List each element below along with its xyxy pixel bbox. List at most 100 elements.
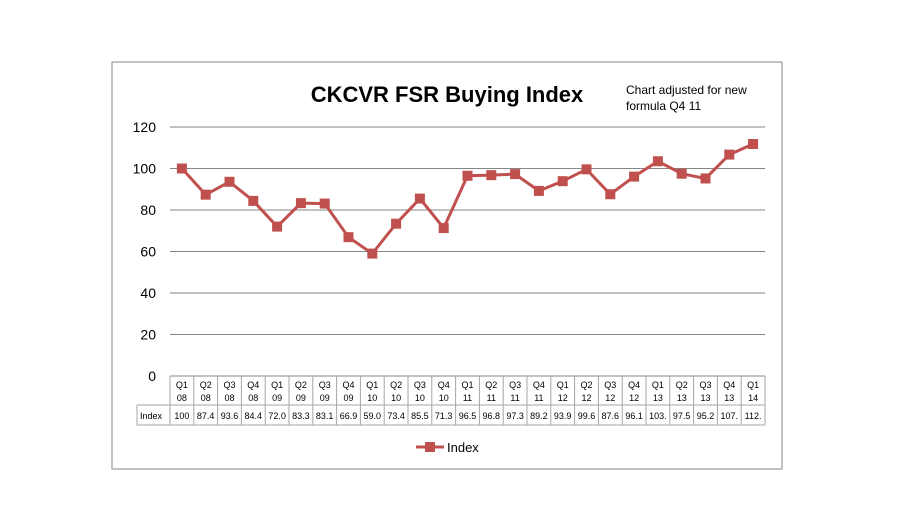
table-value: 84.4 [245, 411, 263, 421]
table-value: 103. [649, 411, 667, 421]
table-value: 87.6 [602, 411, 620, 421]
table-row-label: Index [140, 411, 163, 421]
data-point [462, 170, 473, 181]
table-value: 87.4 [197, 411, 215, 421]
x-tick-label: Q3 [319, 380, 331, 390]
table-value: 100 [174, 411, 189, 421]
table-value: 93.9 [554, 411, 572, 421]
annotation-line-1: Chart adjusted for new [626, 83, 747, 97]
table-value: 83.3 [292, 411, 310, 421]
y-tick-label: 60 [140, 244, 156, 260]
table-value: 59.0 [364, 411, 382, 421]
table-value: 66.9 [340, 411, 358, 421]
data-point [510, 169, 521, 180]
table-value: 73.4 [387, 411, 405, 421]
x-tick-label: 08 [248, 393, 258, 403]
y-tick-label: 120 [133, 119, 157, 135]
x-tick-label: 11 [463, 393, 472, 403]
x-tick-label: 08 [224, 393, 234, 403]
x-tick-label: 10 [391, 393, 401, 403]
x-tick-label: Q2 [676, 380, 688, 390]
x-tick-label: Q4 [342, 380, 354, 390]
x-tick-label: 13 [700, 393, 710, 403]
data-point [319, 198, 330, 209]
x-tick-label: 09 [296, 393, 306, 403]
x-tick-label: Q1 [271, 380, 283, 390]
x-tick-label: 11 [487, 393, 496, 403]
x-tick-label: 10 [439, 393, 449, 403]
chart-border [111, 61, 783, 470]
x-tick-label: Q2 [295, 380, 307, 390]
legend: Index [416, 440, 479, 455]
y-tick-label: 20 [140, 327, 156, 343]
data-point [391, 218, 402, 229]
x-tick-label: Q2 [485, 380, 497, 390]
annotation-line-2: formula Q4 11 [626, 99, 701, 113]
x-tick-label: Q2 [200, 380, 212, 390]
data-point [605, 189, 616, 200]
table-value: 97.3 [506, 411, 524, 421]
table-value: 96.5 [459, 411, 477, 421]
data-point [176, 163, 187, 174]
x-tick-label: 09 [343, 393, 353, 403]
data-point [367, 248, 378, 259]
x-tick-label: Q1 [557, 380, 569, 390]
table-value: 85.5 [411, 411, 429, 421]
data-point [700, 173, 711, 184]
x-tick-label: 13 [677, 393, 687, 403]
x-tick-label: Q2 [580, 380, 592, 390]
x-tick-label: 09 [320, 393, 330, 403]
x-tick-label: 10 [415, 393, 425, 403]
x-tick-label: Q1 [652, 380, 664, 390]
y-tick-label: 100 [133, 161, 157, 177]
x-tick-label: 12 [581, 393, 591, 403]
x-tick-label: 12 [605, 393, 615, 403]
x-tick-label: Q3 [223, 380, 235, 390]
x-tick-label: Q1 [461, 380, 473, 390]
x-tick-label: Q3 [414, 380, 426, 390]
data-point [724, 149, 735, 160]
data-point [224, 176, 235, 187]
data-point [295, 198, 306, 209]
x-tick-label: Q4 [628, 380, 640, 390]
x-tick-label: 12 [558, 393, 568, 403]
y-tick-label: 40 [140, 285, 156, 301]
data-point [486, 170, 497, 181]
data-point [248, 195, 259, 206]
x-tick-label: Q1 [747, 380, 759, 390]
legend-label: Index [447, 440, 479, 455]
x-tick-label: Q4 [247, 380, 259, 390]
x-tick-label: 12 [629, 393, 639, 403]
table-value: 95.2 [697, 411, 715, 421]
data-point [438, 223, 449, 234]
x-tick-label: 11 [534, 393, 543, 403]
table-value: 112. [745, 411, 762, 421]
table-value: 96.8 [483, 411, 501, 421]
x-tick-label: Q4 [723, 380, 735, 390]
data-point [581, 164, 592, 175]
data-point [652, 156, 663, 167]
data-point [272, 221, 283, 232]
x-tick-label: 09 [272, 393, 282, 403]
table-value: 97.5 [673, 411, 691, 421]
data-point [200, 189, 211, 200]
data-point [414, 193, 425, 204]
data-point [748, 139, 759, 150]
x-tick-label: 13 [653, 393, 663, 403]
x-tick-label: Q1 [366, 380, 378, 390]
table-value: 96.1 [625, 411, 643, 421]
table-value: 83.1 [316, 411, 334, 421]
data-point [557, 176, 568, 187]
x-tick-label: Q1 [176, 380, 188, 390]
data-point [629, 171, 640, 182]
x-tick-label: 08 [201, 393, 211, 403]
table-value: 99.6 [578, 411, 596, 421]
table-value: 71.3 [435, 411, 453, 421]
x-tick-label: Q4 [533, 380, 545, 390]
y-tick-label: 80 [140, 202, 156, 218]
x-tick-label: Q2 [390, 380, 402, 390]
x-tick-label: Q4 [438, 380, 450, 390]
x-tick-label: Q3 [604, 380, 616, 390]
x-tick-label: 13 [724, 393, 734, 403]
